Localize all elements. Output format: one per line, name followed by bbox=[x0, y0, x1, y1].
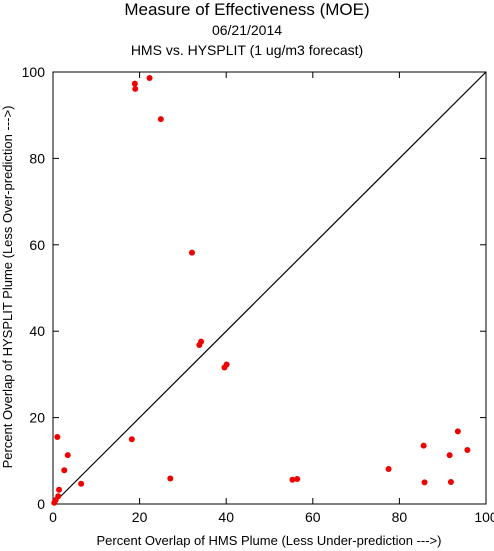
x-tick-label: 80 bbox=[392, 509, 408, 525]
data-point bbox=[446, 452, 453, 459]
data-point bbox=[157, 116, 164, 123]
chart-title: Measure of Effectiveness (MOE) bbox=[124, 0, 370, 19]
data-point bbox=[64, 452, 71, 459]
data-point bbox=[198, 338, 205, 345]
data-point bbox=[223, 361, 230, 368]
x-tick-label: 60 bbox=[305, 509, 321, 525]
data-point bbox=[61, 467, 68, 474]
y-tick-label: 0 bbox=[37, 496, 45, 512]
reference-line bbox=[52, 71, 487, 505]
data-point bbox=[464, 447, 471, 453]
data-point bbox=[447, 478, 454, 485]
data-point bbox=[421, 479, 428, 486]
data-point bbox=[454, 428, 461, 435]
data-point bbox=[131, 80, 138, 87]
x-tick-label: 100 bbox=[474, 509, 494, 525]
y-tick-label: 20 bbox=[29, 410, 45, 426]
y-tick-label: 80 bbox=[29, 150, 45, 166]
x-tick-label: 20 bbox=[132, 509, 148, 525]
data-point bbox=[420, 442, 427, 449]
data-point bbox=[78, 480, 85, 487]
y-axis-label: Percent Overlap of HYSPLIT Plume (Less O… bbox=[0, 106, 15, 469]
x-axis-label: Percent Overlap of HMS Plume (Less Under… bbox=[97, 533, 442, 548]
plot-frame bbox=[52, 71, 487, 505]
data-point bbox=[289, 476, 296, 483]
chart-date: 06/21/2014 bbox=[211, 22, 283, 38]
data-point bbox=[128, 436, 135, 443]
y-tick-label: 40 bbox=[29, 323, 45, 339]
y-tick-label: 60 bbox=[29, 237, 45, 253]
x-tick-label: 0 bbox=[49, 509, 57, 525]
chart-subtitle: HMS vs. HYSPLIT (1 ug/m3 forecast) bbox=[130, 42, 364, 58]
data-point bbox=[294, 475, 301, 482]
data-point bbox=[132, 85, 139, 92]
data-point bbox=[188, 249, 195, 256]
data-point bbox=[56, 486, 63, 493]
data-point bbox=[167, 475, 174, 482]
data-point bbox=[55, 493, 62, 500]
data-point bbox=[385, 466, 392, 473]
x-tick-label: 40 bbox=[218, 509, 234, 525]
data-point bbox=[146, 75, 153, 82]
y-tick-label: 100 bbox=[22, 64, 46, 80]
data-point bbox=[54, 434, 61, 441]
